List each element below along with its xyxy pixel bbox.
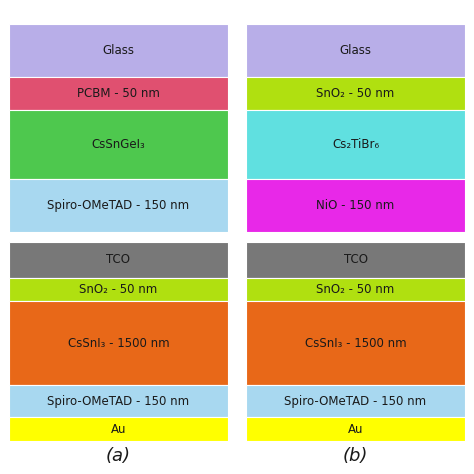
Text: PCBM - 50 nm: PCBM - 50 nm (77, 87, 160, 100)
Text: TCO: TCO (107, 253, 130, 266)
Bar (246, 77, 465, 110)
Bar (9, 385, 228, 417)
Text: SnO₂ - 50 nm: SnO₂ - 50 nm (79, 283, 158, 296)
Bar (9, 242, 228, 278)
Text: SnO₂ - 50 nm: SnO₂ - 50 nm (316, 87, 395, 100)
Bar (246, 385, 465, 417)
Text: CsSnI₃ - 1500 nm: CsSnI₃ - 1500 nm (305, 337, 406, 350)
Text: Au: Au (111, 422, 126, 436)
Text: Glass: Glass (102, 44, 135, 57)
Text: Spiro-OMeTAD - 150 nm: Spiro-OMeTAD - 150 nm (47, 199, 190, 212)
Bar (9, 179, 228, 232)
Text: TCO: TCO (344, 253, 367, 266)
Text: CsSnI₃ - 1500 nm: CsSnI₃ - 1500 nm (68, 337, 169, 350)
Bar (246, 278, 465, 301)
Bar (246, 301, 465, 385)
Text: (b): (b) (343, 447, 368, 465)
Bar (246, 242, 465, 278)
Bar (9, 278, 228, 301)
Bar (9, 77, 228, 110)
Bar (246, 417, 465, 441)
Text: (a): (a) (106, 447, 131, 465)
Text: SnO₂ - 50 nm: SnO₂ - 50 nm (316, 283, 395, 296)
Bar (9, 301, 228, 385)
Text: Spiro-OMeTAD - 150 nm: Spiro-OMeTAD - 150 nm (284, 394, 427, 408)
Bar (246, 24, 465, 77)
Bar (9, 24, 228, 77)
Bar (9, 417, 228, 441)
Bar (246, 110, 465, 179)
Text: NiO - 150 nm: NiO - 150 nm (316, 199, 395, 212)
Text: Au: Au (348, 422, 363, 436)
Text: CsSnGeI₃: CsSnGeI₃ (91, 138, 146, 151)
Text: Spiro-OMeTAD - 150 nm: Spiro-OMeTAD - 150 nm (47, 394, 190, 408)
Text: Glass: Glass (339, 44, 372, 57)
Bar (9, 110, 228, 179)
Bar (246, 179, 465, 232)
Text: Cs₂TiBr₆: Cs₂TiBr₆ (332, 138, 379, 151)
